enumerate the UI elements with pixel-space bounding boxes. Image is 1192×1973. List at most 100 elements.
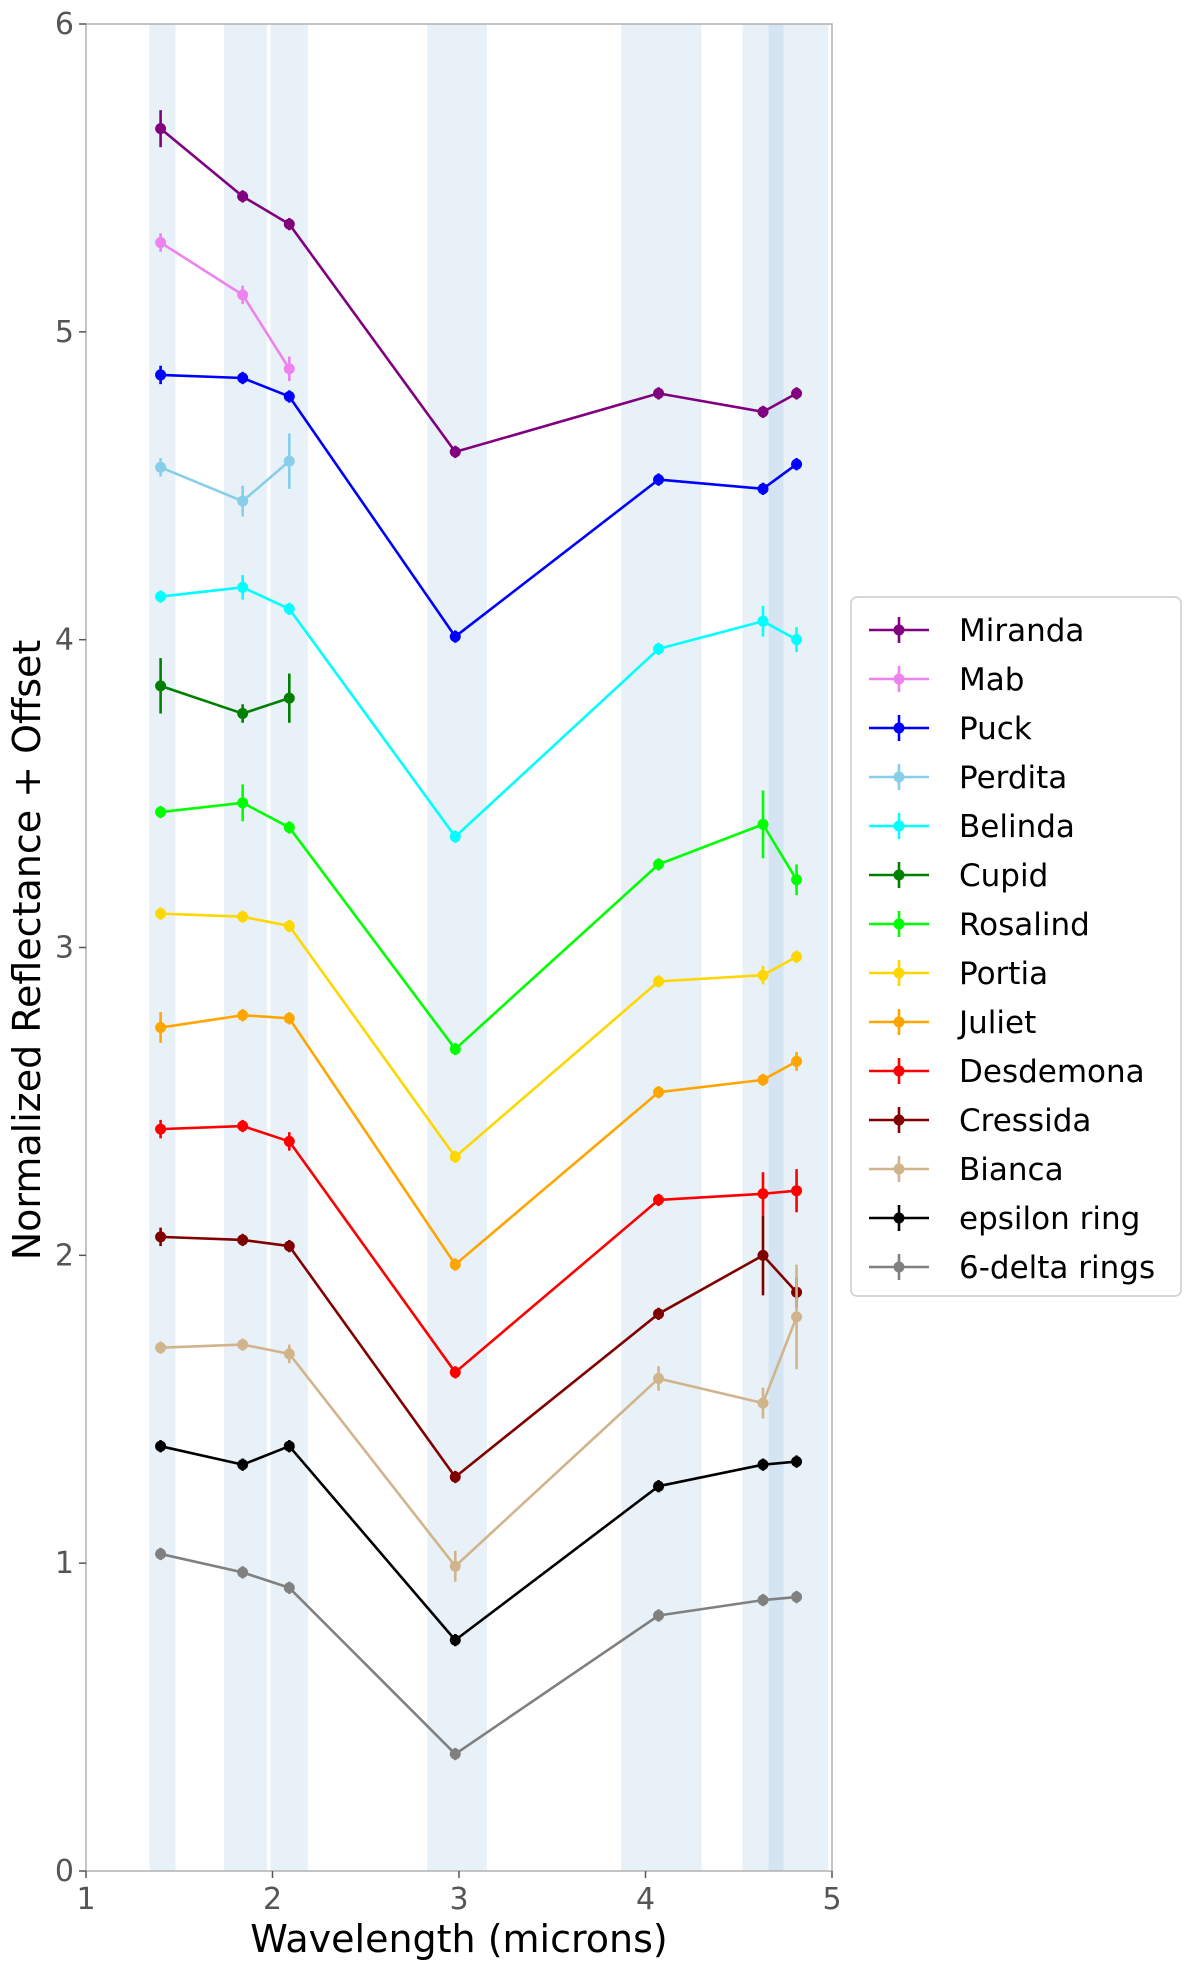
- data-point: [791, 634, 803, 646]
- legend-marker: [893, 869, 905, 881]
- legend-marker: [893, 1261, 905, 1273]
- y-tick-label: 6: [55, 7, 74, 42]
- data-point: [155, 806, 167, 818]
- y-axis-label: Normalized Reflectance + Offset: [5, 640, 49, 1261]
- legend-marker: [893, 1163, 905, 1175]
- data-point: [449, 1560, 461, 1572]
- series-cupid: [155, 658, 295, 723]
- data-point: [791, 458, 803, 470]
- data-point: [449, 831, 461, 843]
- data-point: [283, 1348, 295, 1360]
- data-point: [155, 680, 167, 692]
- data-point: [237, 495, 249, 507]
- series-miranda: [155, 110, 803, 459]
- legend-label: Perdita: [959, 760, 1067, 796]
- data-point: [653, 1609, 665, 1621]
- data-point: [237, 1234, 249, 1246]
- legend-marker: [893, 1114, 905, 1126]
- series-portia: [155, 907, 803, 1163]
- shaded-band: [270, 24, 308, 1871]
- data-point: [653, 858, 665, 870]
- legend-marker: [893, 820, 905, 832]
- legend-entry: Rosalind: [869, 907, 1090, 943]
- series-bianca: [155, 1264, 803, 1582]
- data-point: [283, 821, 295, 833]
- legend-label: Mab: [959, 662, 1024, 698]
- x-tick-label: 3: [449, 1882, 468, 1917]
- data-point: [237, 289, 249, 301]
- data-point: [653, 1086, 665, 1098]
- data-point: [283, 692, 295, 704]
- legend-marker: [893, 967, 905, 979]
- series-perdita: [155, 433, 295, 517]
- data-point: [237, 1009, 249, 1021]
- data-point: [283, 1012, 295, 1024]
- data-point: [237, 911, 249, 923]
- data-point: [653, 1480, 665, 1492]
- data-point: [449, 1151, 461, 1163]
- data-point: [653, 643, 665, 655]
- data-point: [449, 1471, 461, 1483]
- data-point: [449, 1259, 461, 1271]
- data-point: [757, 406, 769, 418]
- legend-entry: Portia: [869, 956, 1048, 992]
- series-cressida: [155, 1215, 803, 1484]
- data-point: [237, 190, 249, 202]
- legend-label: Desdemona: [959, 1054, 1145, 1090]
- legend-label: 6-delta rings: [959, 1250, 1155, 1286]
- legend-marker: [893, 673, 905, 685]
- legend-label: Rosalind: [959, 907, 1090, 943]
- data-point: [653, 1308, 665, 1320]
- data-point: [237, 372, 249, 384]
- data-point: [791, 1055, 803, 1067]
- y-tick-label: 5: [55, 315, 74, 350]
- data-point: [757, 1074, 769, 1086]
- legend-label: Puck: [959, 711, 1032, 747]
- legend-marker: [893, 1065, 905, 1077]
- y-tick-label: 1: [55, 1546, 74, 1581]
- data-series: [155, 110, 803, 1761]
- data-point: [791, 1311, 803, 1323]
- legend-entry: Bianca: [869, 1152, 1064, 1188]
- data-point: [757, 1594, 769, 1606]
- shaded-band: [742, 24, 784, 1871]
- data-point: [653, 474, 665, 486]
- data-point: [283, 1240, 295, 1252]
- data-point: [155, 1123, 167, 1135]
- data-point: [653, 975, 665, 987]
- shaded-band: [149, 24, 176, 1871]
- data-point: [155, 1548, 167, 1560]
- data-point: [757, 969, 769, 981]
- legend-marker: [893, 624, 905, 636]
- data-point: [757, 615, 769, 627]
- legend-marker: [893, 1016, 905, 1028]
- data-point: [449, 446, 461, 458]
- legend-entry: Juliet: [869, 1005, 1036, 1041]
- data-point: [757, 1397, 769, 1409]
- x-tick-label: 1: [76, 1882, 95, 1917]
- data-point: [283, 1440, 295, 1452]
- series-belinda: [155, 575, 803, 843]
- x-tick-label: 2: [263, 1882, 282, 1917]
- y-axis-ticks: 0 1 2 3 4 5 6: [55, 7, 86, 1889]
- y-tick-label: 4: [55, 623, 74, 658]
- series-puck: [155, 365, 803, 643]
- legend-marker: [893, 918, 905, 930]
- y-tick-label: 0: [55, 1854, 74, 1889]
- x-tick-label: 4: [636, 1882, 655, 1917]
- data-point: [155, 908, 167, 920]
- legend-entry: Perdita: [869, 760, 1067, 796]
- series-desdemona: [155, 1119, 803, 1379]
- series-juliet: [155, 1009, 803, 1271]
- data-point: [237, 1339, 249, 1351]
- y-tick-label: 2: [55, 1238, 74, 1273]
- data-point: [757, 1459, 769, 1471]
- legend-entry: Puck: [869, 711, 1032, 747]
- data-point: [757, 1188, 769, 1200]
- data-point: [791, 874, 803, 886]
- legend: Miranda Mab Puck Perdita Belinda Cupid Rosalin…: [850, 596, 1182, 1297]
- data-point: [155, 1022, 167, 1034]
- legend-entry: Cressida: [869, 1103, 1091, 1139]
- data-point: [791, 951, 803, 963]
